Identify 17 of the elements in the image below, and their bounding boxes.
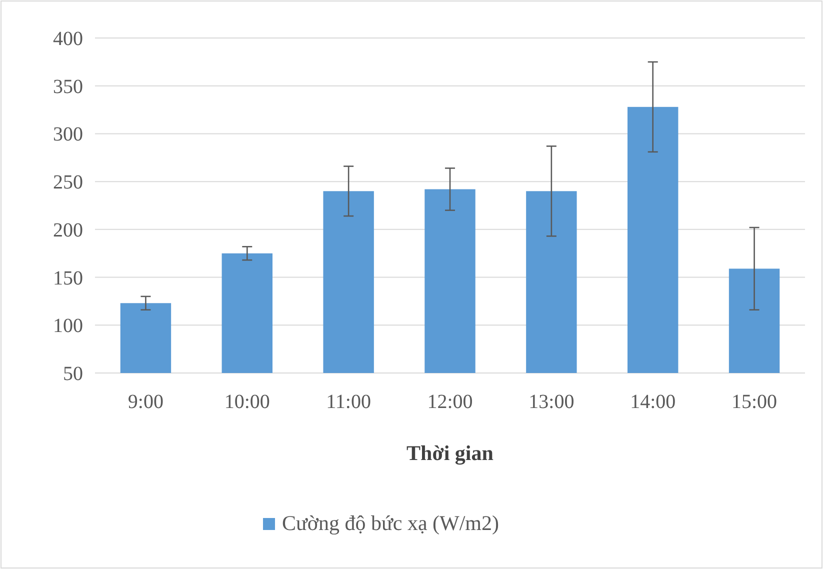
y-tick-label: 200 [53,219,83,242]
x-tick-label: 11:00 [326,391,371,413]
x-tick-label: 15:00 [732,391,778,413]
y-tick-label: 350 [53,76,83,98]
y-tick-label: 400 [53,28,83,50]
x-axis-title: Thời gian [406,441,494,465]
x-tick-label: 12:00 [427,391,473,413]
y-tick-label: 250 [53,172,83,194]
y-tick-label: 100 [53,315,83,338]
y-tick-label: 50 [63,363,83,385]
x-tick-label: 14:00 [630,391,676,413]
y-tick-label: 300 [53,124,83,146]
x-tick-label: 10:00 [224,391,270,413]
x-tick-label: 13:00 [528,391,574,413]
legend-label: Cường độ bức xạ (W/m2) [282,511,499,535]
y-tick-label: 150 [53,267,83,290]
x-tick-label: 9:00 [128,391,164,413]
